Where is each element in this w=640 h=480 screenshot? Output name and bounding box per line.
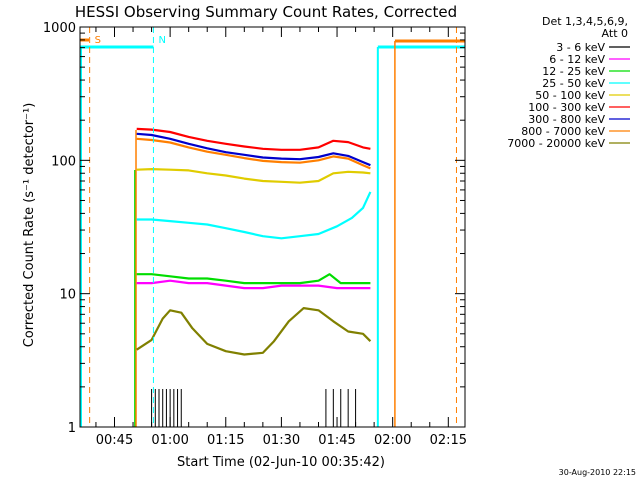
y-axis-label: Corrected Count Rate (s⁻¹ detector⁻¹): [22, 103, 37, 348]
legend-label-5: 100 - 300 keV: [528, 101, 605, 114]
series-layer: [136, 127, 372, 427]
y-tick-label: 1: [68, 421, 76, 436]
series-line-2: [136, 273, 371, 285]
chart-title: HESSI Observing Summary Count Rates, Cor…: [75, 3, 457, 21]
axes: 00:45 01:00 01:15 01:30 01:45 02:00 02:15 1 10 10…: [43, 21, 467, 448]
legend-header-1: Det 1,3,4,5,6,9,: [542, 15, 628, 28]
legend-label-6: 300 - 800 keV: [528, 113, 605, 126]
x-tick-label: 00:45: [96, 433, 133, 448]
series-line-1: [136, 279, 371, 290]
x-tick-label: 01:30: [263, 433, 300, 448]
x-tick-label: 01:45: [318, 433, 355, 448]
y-tick-label: 10: [59, 288, 76, 303]
x-tick-label: 01:15: [207, 433, 244, 448]
legend-header-2: Att 0: [602, 27, 628, 40]
x-tick-label: 02:00: [374, 433, 411, 448]
legend-label-4: 50 - 100 keV: [535, 89, 605, 102]
series-line-8: [136, 307, 372, 356]
x-tick-label: 02:15: [430, 433, 467, 448]
marker-label-s: S: [95, 35, 101, 46]
x-tick-label: 01:00: [151, 433, 188, 448]
plot-frame: [79, 26, 466, 428]
series-line-7: [136, 137, 371, 170]
legend-label-3: 25 - 50 keV: [542, 77, 605, 90]
legend-label-2: 12 - 25 keV: [542, 65, 605, 78]
x-axis-label: Start Time (02-Jun-10 00:35:42): [177, 455, 385, 470]
legend-label-0: 3 - 6 keV: [556, 41, 605, 54]
y-tick-label: 100: [51, 154, 76, 169]
timestamp: 30-Aug-2010 22:15: [559, 468, 636, 477]
legend-label-1: 6 - 12 keV: [549, 53, 605, 66]
legend-label-7: 800 - 7000 keV: [521, 125, 605, 138]
series-line-4: [136, 168, 371, 184]
series-line-6: [136, 132, 371, 167]
state-bars: [80, 38, 465, 427]
legend-label-8: 7000 - 20000 keV: [507, 137, 605, 150]
y-tick-label: 1000: [43, 21, 76, 36]
series-line-5: [136, 127, 371, 151]
marker-label-n: N: [158, 35, 165, 46]
series-line-3: [136, 191, 372, 240]
